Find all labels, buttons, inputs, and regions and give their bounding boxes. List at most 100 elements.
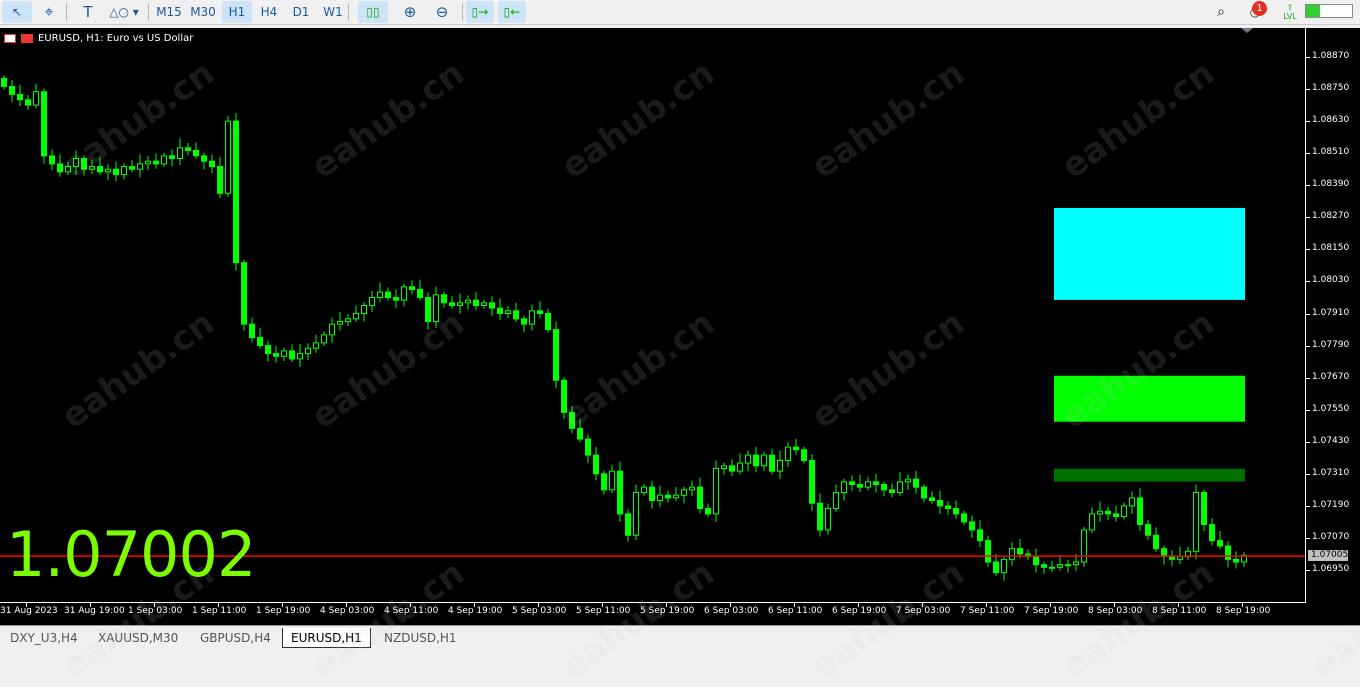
candle-body bbox=[257, 337, 263, 347]
candle-body bbox=[745, 454, 751, 464]
candle-body bbox=[561, 379, 567, 413]
candle-body bbox=[809, 459, 815, 504]
candle-body bbox=[1241, 554, 1247, 563]
zoom-in-icon[interactable]: ⊕ bbox=[403, 3, 417, 21]
candle-body bbox=[369, 296, 375, 306]
candle-body bbox=[233, 120, 239, 264]
cursor-tool-icon[interactable]: ↖ bbox=[2, 1, 32, 23]
candle-body bbox=[697, 486, 703, 510]
candle-body bbox=[449, 302, 455, 306]
zoom-out-icon[interactable]: ⊖ bbox=[435, 3, 449, 21]
candle-body bbox=[329, 323, 335, 336]
time-tick bbox=[986, 603, 987, 607]
price-tick-label: 1.08150 bbox=[1312, 243, 1350, 254]
candle-body bbox=[785, 446, 791, 461]
time-tick bbox=[730, 603, 731, 607]
chart-tab[interactable]: EURUSD,H1 bbox=[282, 628, 371, 648]
candle-body bbox=[1217, 540, 1223, 547]
time-tick bbox=[90, 603, 91, 607]
price-tick bbox=[1306, 153, 1310, 155]
candle-body bbox=[905, 478, 911, 483]
chart-tab[interactable]: DXY_U3,H4 bbox=[10, 631, 78, 645]
candle-body bbox=[361, 304, 367, 314]
timeframe-d1[interactable]: D1 bbox=[292, 5, 310, 19]
candle-body bbox=[1089, 513, 1095, 531]
chart-tabs: DXY_U3,H4 XAUUSD,M30 GBPUSD,H4 EURUSD,H1 NZD… bbox=[0, 625, 1360, 653]
candle-body bbox=[465, 299, 471, 304]
chart-scroll-marker-icon bbox=[1241, 28, 1253, 33]
time-tick bbox=[794, 603, 795, 607]
chart-plot-area[interactable]: EURUSD, H1: Euro vs US Dollar 1.07002 bbox=[0, 28, 1306, 603]
price-tick-label: 1.07190 bbox=[1312, 499, 1350, 510]
shapes-tool-icon[interactable]: △○ ▾ bbox=[109, 5, 139, 19]
candlestick-chart-icon[interactable]: ▯▯ bbox=[358, 1, 388, 23]
candle-body bbox=[9, 85, 15, 95]
candle-body bbox=[321, 334, 327, 344]
price-tick-label: 1.07910 bbox=[1312, 307, 1350, 318]
chart-tab[interactable]: GBPUSD,H4 bbox=[200, 631, 271, 645]
time-tick bbox=[218, 603, 219, 607]
notifications-icon[interactable]: ◔1 bbox=[1242, 1, 1268, 23]
timeframe-h1[interactable]: H1 bbox=[222, 1, 252, 23]
crosshair-tool-icon[interactable]: ⌖ bbox=[44, 2, 54, 21]
chart-shift-icon[interactable]: ▯← bbox=[498, 1, 526, 23]
price-tick bbox=[1306, 57, 1310, 58]
candle-body bbox=[57, 163, 63, 173]
candle-body bbox=[793, 446, 799, 451]
timeframe-m30[interactable]: M30 bbox=[190, 5, 216, 19]
candle-body bbox=[777, 459, 783, 472]
chart-title: EURUSD, H1: Euro vs US Dollar bbox=[4, 33, 193, 44]
time-tick-label: 1 Sep 19:00 bbox=[256, 606, 311, 616]
candle-body bbox=[409, 286, 415, 290]
candle-body bbox=[721, 465, 727, 469]
candle-body bbox=[1, 77, 7, 87]
notification-badge: 1 bbox=[1252, 1, 1267, 16]
price-zone bbox=[1054, 468, 1245, 482]
timeframe-w1[interactable]: W1 bbox=[323, 5, 343, 19]
candle-body bbox=[585, 438, 591, 456]
level-icon[interactable]: ⇧ LVL bbox=[1283, 3, 1297, 21]
candle-body bbox=[817, 502, 823, 531]
chart-tab[interactable]: NZDUSD,H1 bbox=[384, 631, 457, 645]
timeframe-h4[interactable]: H4 bbox=[260, 5, 278, 19]
candle-body bbox=[729, 465, 735, 472]
toolbar: ↖ ⌖ T △○ ▾ M15 M30 H1 H4 D1 W1 ▯▯ ⊕ ⊖ ▯→ ▯← ⌕… bbox=[0, 0, 1360, 25]
candle-body bbox=[993, 561, 999, 574]
price-tick bbox=[1306, 89, 1310, 91]
one-click-trading-icon[interactable] bbox=[21, 34, 33, 43]
search-icon[interactable]: ⌕ bbox=[1217, 4, 1225, 20]
candle-body bbox=[41, 91, 47, 157]
time-tick bbox=[474, 603, 475, 607]
text-tool-icon[interactable]: T bbox=[83, 3, 93, 21]
candle-body bbox=[689, 486, 695, 491]
time-tick-label: 8 Sep 19:00 bbox=[1216, 606, 1271, 616]
candle-body bbox=[177, 147, 183, 160]
autoscroll-icon[interactable]: ▯→ bbox=[466, 1, 494, 23]
candle-body bbox=[473, 299, 479, 306]
candle-body bbox=[281, 350, 287, 357]
price-tick-label: 1.08510 bbox=[1312, 147, 1350, 158]
time-tick bbox=[346, 603, 347, 607]
candle-body bbox=[841, 481, 847, 494]
big-price-display: 1.07002 bbox=[6, 518, 256, 591]
price-tick bbox=[1306, 473, 1310, 475]
price-tick-label: 1.07670 bbox=[1312, 371, 1350, 382]
candle-body bbox=[417, 288, 423, 298]
candle-body bbox=[545, 313, 551, 331]
candle-body bbox=[945, 505, 951, 510]
candle-body bbox=[977, 529, 983, 542]
chart-window[interactable]: EURUSD, H1: Euro vs US Dollar 1.07002 1.… bbox=[0, 28, 1360, 625]
candle-body bbox=[217, 166, 223, 194]
chart-tab[interactable]: XAUUSD,M30 bbox=[98, 631, 179, 645]
price-tick bbox=[1306, 249, 1310, 251]
time-tick-label: 6 Sep 11:00 bbox=[768, 606, 823, 616]
candle-body bbox=[1145, 524, 1151, 536]
candle-body bbox=[1057, 564, 1063, 568]
timeframe-m15[interactable]: M15 bbox=[156, 5, 182, 19]
candle-body bbox=[345, 318, 351, 323]
candle-body bbox=[97, 166, 103, 173]
price-tick-label: 1.08030 bbox=[1312, 275, 1350, 286]
time-tick-label: 5 Sep 03:00 bbox=[512, 606, 567, 616]
candle-body bbox=[145, 160, 151, 165]
price-tick-label: 1.06950 bbox=[1312, 564, 1350, 574]
